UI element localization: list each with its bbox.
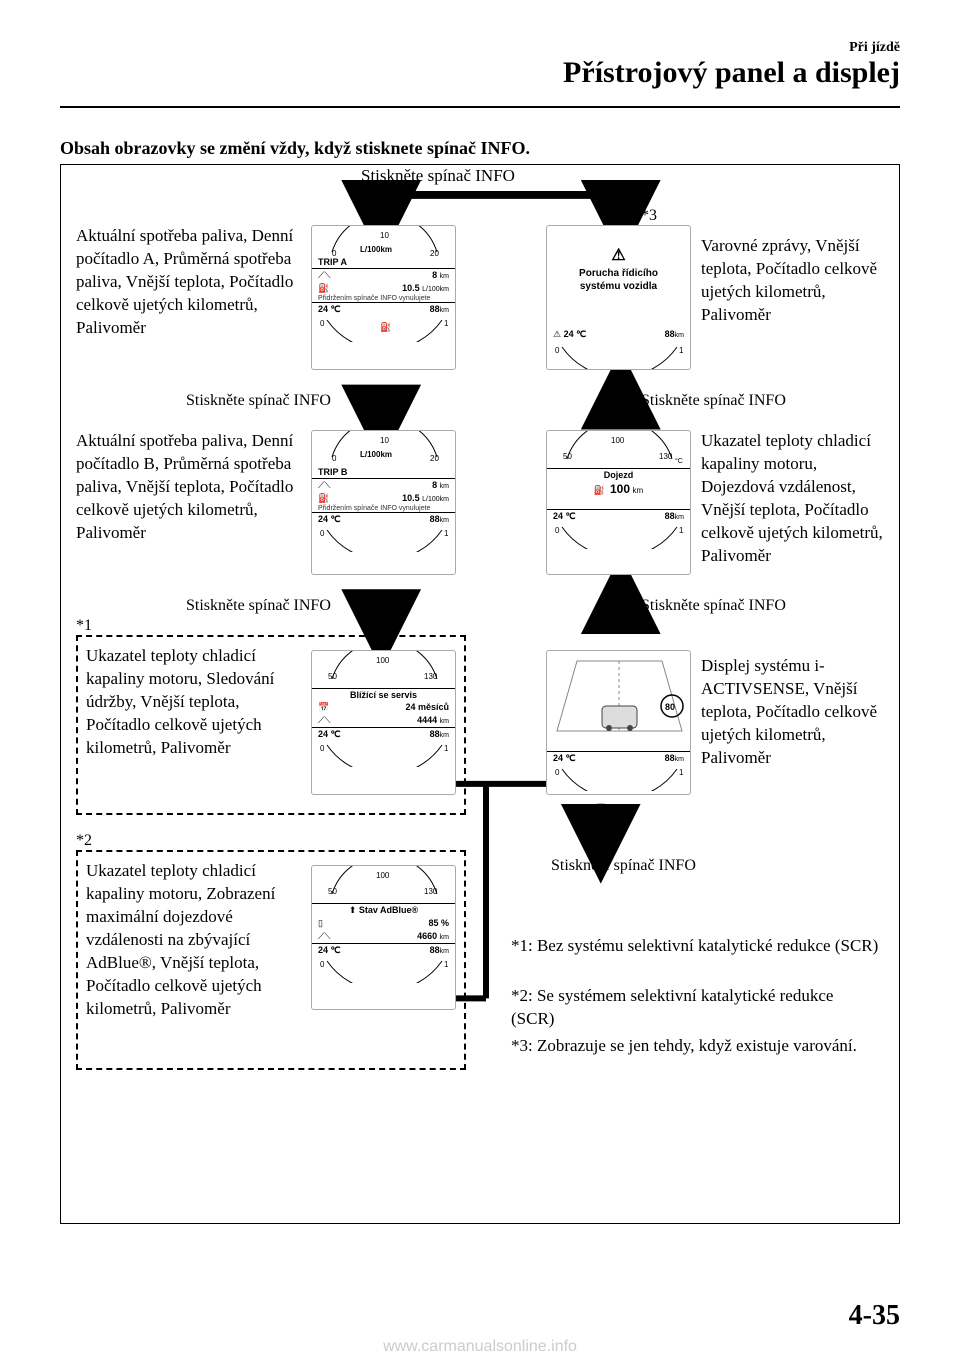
svg-text:0: 0	[555, 526, 560, 535]
svg-text:20: 20	[430, 249, 439, 256]
reset-hint: Přidržením spínače INFO vynulujete	[312, 295, 455, 302]
label-trip-b: Aktuální spotřeba paliva, Denní počítadl…	[76, 430, 296, 545]
gauge-consumption-a: 0 10 20 L/100km	[312, 226, 457, 256]
star-ref-1: *1	[76, 615, 92, 637]
warning-line2: systému vozidla	[547, 280, 690, 293]
svg-text:0: 0	[555, 768, 560, 777]
svg-text:0: 0	[320, 529, 325, 538]
legend-2: *2: Se systémem selektivní katalytické r…	[511, 985, 881, 1031]
gauge-coolant-service: 50 100 130	[312, 651, 457, 683]
fuel-gauge-b: 0 1	[312, 526, 457, 552]
press-bottom: Stiskněte spínač INFO	[551, 855, 696, 877]
press-right-2: Stiskněte spínač INFO	[641, 595, 786, 617]
svg-text:⛽: ⛽	[380, 321, 391, 332]
page-header: Při jízdě Přístrojový panel a displej	[0, 0, 960, 100]
svg-text:1: 1	[444, 529, 449, 538]
press-left-1: Stiskněte spínač INFO	[186, 390, 331, 412]
label-adblue: Ukazatel teploty chladicí kapaliny motor…	[86, 860, 296, 1021]
svg-text:L/100km: L/100km	[360, 450, 392, 459]
screen-coolant-range: 50 100 130 °C Dojezd ⛽ 100 km 24 ℃88km 0…	[546, 430, 691, 575]
star-ref-2: *2	[76, 830, 92, 852]
legend-1: *1: Bez systému selektivní katalytické r…	[511, 935, 881, 958]
label-coolant-service: Ukazatel teploty chladicí kapaliny motor…	[86, 645, 296, 760]
svg-text:130: 130	[424, 887, 438, 896]
screen-trip-b: 0 10 20 L/100km TRIP B ⟋⟍8 km ⛽10.5 L/10…	[311, 430, 456, 575]
svg-text:100: 100	[376, 656, 390, 665]
svg-text:0: 0	[320, 319, 325, 328]
diagram-container: Stiskněte spínač INFO *3 0 10 20 L/100km…	[60, 164, 900, 1224]
press-right-1: Stiskněte spínač INFO	[641, 390, 786, 412]
label-coolant-range: Ukazatel teploty chladicí kapaliny motor…	[701, 430, 891, 568]
svg-text:1: 1	[444, 960, 449, 969]
svg-text:10: 10	[380, 436, 389, 445]
trip-a-label: TRIP A	[318, 257, 347, 267]
header-section: Při jízdě	[60, 40, 900, 56]
svg-text:50: 50	[328, 887, 337, 896]
header-title: Přístrojový panel a displej	[60, 56, 900, 90]
intro-text: Obsah obrazovky se změní vždy, když stis…	[0, 108, 960, 164]
watermark: www.carmanualsonline.info	[0, 1338, 960, 1356]
dojezd-label: Dojezd	[604, 470, 634, 480]
svg-text:0: 0	[332, 249, 337, 256]
label-warn: Varovné zprávy, Vnější teplota, Počítadl…	[701, 235, 891, 327]
svg-text:130: 130	[424, 672, 438, 681]
page-number: 4-35	[849, 1300, 900, 1332]
fuel-gauge-adblue: 0 1	[312, 957, 457, 983]
svg-text:0: 0	[332, 454, 337, 461]
svg-text:130: 130	[659, 452, 673, 461]
svg-text:20: 20	[430, 454, 439, 461]
legend-3: *3: Zobrazuje se jen tehdy, když existuj…	[511, 1035, 881, 1058]
fuel-gauge-activ: 0 1	[547, 765, 692, 791]
trip-b-label: TRIP B	[318, 467, 347, 477]
screen-activsense: 80 24 ℃88km 0 1	[546, 650, 691, 795]
gauge-consumption-b: 0 10 20 L/100km	[312, 431, 457, 461]
svg-text:100: 100	[376, 871, 390, 880]
svg-text:50: 50	[563, 452, 572, 461]
fuel-gauge-a: 0 1 ⛽	[312, 316, 457, 342]
star-ref-3: *3	[641, 205, 657, 227]
press-left-2: Stiskněte spínač INFO	[186, 595, 331, 617]
svg-text:10: 10	[380, 231, 389, 240]
svg-text:80: 80	[665, 702, 675, 712]
gauge-coolant-adblue: 50 100 130	[312, 866, 457, 898]
adblue-label: Stav AdBlue®	[359, 905, 418, 915]
svg-text:0: 0	[320, 744, 325, 753]
warning-icon: ⚠	[547, 246, 690, 267]
svg-text:1: 1	[444, 744, 449, 753]
fuel-gauge-warn: 0 1	[547, 343, 692, 369]
svg-text:1: 1	[444, 319, 449, 328]
screen-coolant-service: 50 100 130 Blížící se servis 📅24 měsíců …	[311, 650, 456, 795]
svg-text:1: 1	[679, 768, 684, 777]
press-info-top: Stiskněte spínač INFO	[361, 165, 515, 188]
svg-text:50: 50	[328, 672, 337, 681]
activsense-graphic: 80	[547, 651, 692, 746]
screen-adblue: 50 100 130 ⬆ Stav AdBlue® ▯85 % ⟋⟍4660 k…	[311, 865, 456, 1010]
label-activsense: Displej systému i-ACTIVSENSE, Vnější tep…	[701, 655, 891, 770]
gauge-coolant-range: 50 100 130 °C	[547, 431, 692, 463]
svg-text:1: 1	[679, 346, 684, 355]
screen-warning: ⚠ Porucha řídicího systému vozidla ⚠ 24 …	[546, 225, 691, 370]
service-label: Blížící se servis	[350, 690, 417, 700]
svg-text:°C: °C	[675, 457, 683, 463]
svg-text:100: 100	[611, 436, 625, 445]
label-trip-a: Aktuální spotřeba paliva, Denní počítadl…	[76, 225, 296, 340]
svg-text:L/100km: L/100km	[360, 245, 392, 254]
svg-text:0: 0	[555, 346, 560, 355]
warning-line1: Porucha řídicího	[547, 267, 690, 280]
svg-text:1: 1	[679, 526, 684, 535]
screen-trip-a: 0 10 20 L/100km TRIP A ⟋⟍8 km ⛽10.5 L/10…	[311, 225, 456, 370]
svg-text:0: 0	[320, 960, 325, 969]
fuel-gauge-service: 0 1	[312, 741, 457, 767]
fuel-gauge-range: 0 1	[547, 523, 692, 549]
